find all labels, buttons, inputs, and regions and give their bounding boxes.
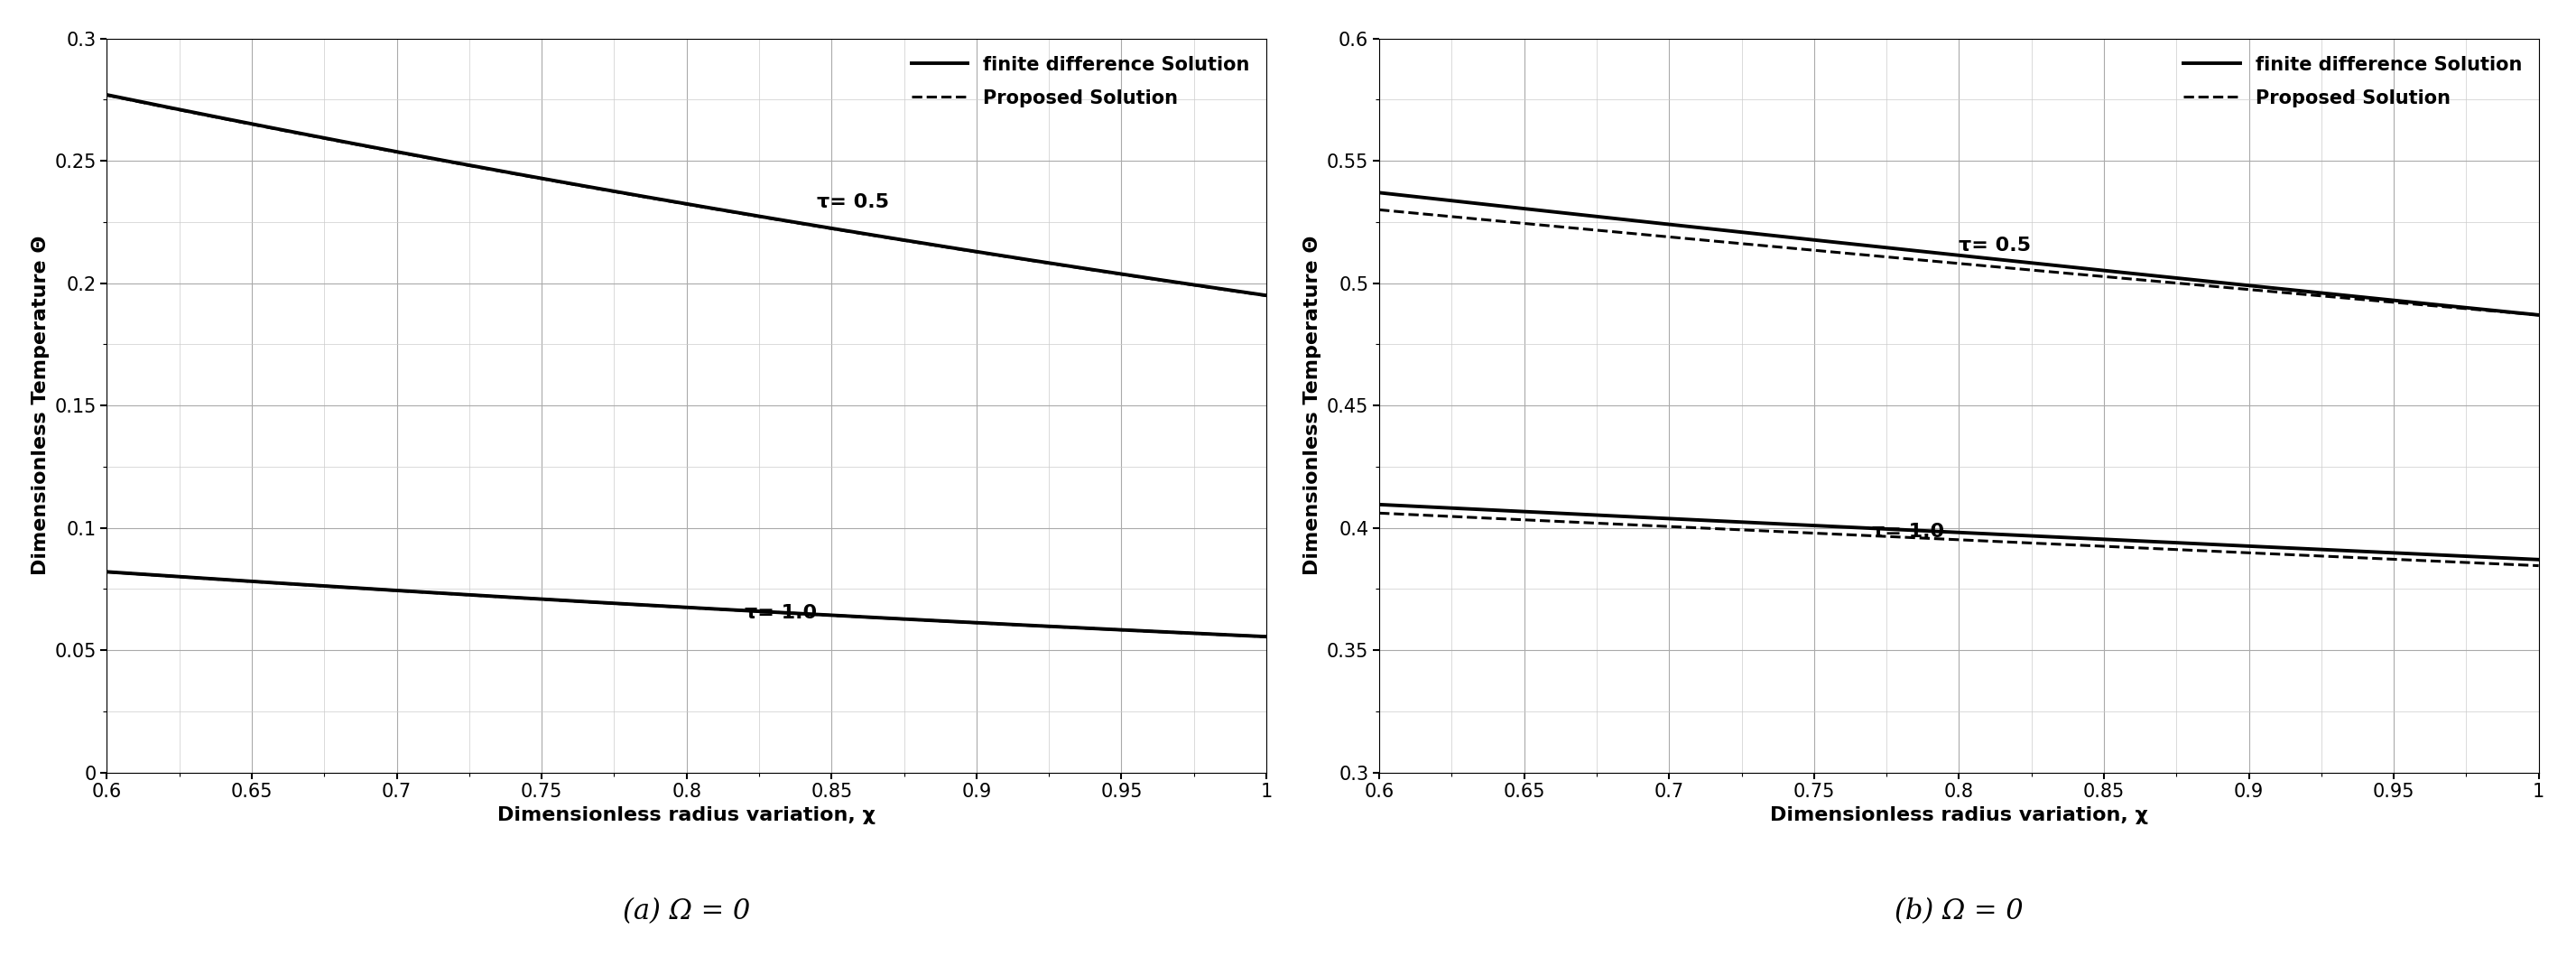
finite difference Solution: [1252, 290, 1283, 301]
Y-axis label: Dimensionless Temperature Θ: Dimensionless Temperature Θ: [1303, 235, 1321, 575]
Proposed Solution: [781, 217, 811, 229]
finite difference Solution: [1922, 247, 1953, 258]
Line: finite difference Solution: finite difference Solution: [108, 95, 1267, 296]
Text: τ= 1.0: τ= 1.0: [744, 604, 817, 622]
finite difference Solution: [1914, 247, 1945, 258]
Text: τ= 1.0: τ= 1.0: [1873, 523, 1945, 541]
finite difference Solution: [649, 194, 680, 206]
X-axis label: Dimensionless radius variation, χ: Dimensionless radius variation, χ: [497, 806, 876, 824]
Legend: finite difference Solution, Proposed Solution: finite difference Solution, Proposed Sol…: [904, 48, 1257, 115]
Proposed Solution: [1041, 258, 1072, 270]
Text: τ= 0.5: τ= 0.5: [817, 193, 889, 211]
Text: τ= 0.5: τ= 0.5: [1958, 237, 2030, 255]
Line: Proposed Solution: Proposed Solution: [1378, 210, 2540, 315]
Legend: finite difference Solution, Proposed Solution: finite difference Solution, Proposed Sol…: [2177, 48, 2530, 115]
Proposed Solution: [1922, 256, 1953, 267]
Proposed Solution: [2313, 291, 2344, 302]
finite difference Solution: [1041, 258, 1072, 270]
Proposed Solution: [1363, 204, 1394, 215]
Text: (a) Ω = 0: (a) Ω = 0: [623, 897, 750, 925]
Line: Proposed Solution: Proposed Solution: [108, 95, 1267, 296]
Proposed Solution: [1914, 256, 1945, 267]
Proposed Solution: [1991, 262, 2022, 274]
Proposed Solution: [719, 207, 750, 218]
finite difference Solution: [1224, 285, 1255, 297]
Line: finite difference Solution: finite difference Solution: [1378, 192, 2540, 315]
finite difference Solution: [1363, 187, 1394, 198]
Proposed Solution: [2524, 309, 2555, 321]
finite difference Solution: [641, 193, 672, 205]
Proposed Solution: [641, 193, 672, 205]
finite difference Solution: [781, 217, 811, 229]
Proposed Solution: [2053, 268, 2084, 279]
finite difference Solution: [93, 89, 124, 100]
finite difference Solution: [1991, 255, 2022, 266]
finite difference Solution: [2496, 306, 2527, 318]
Text: (b) Ω = 0: (b) Ω = 0: [1893, 897, 2022, 925]
Proposed Solution: [93, 89, 124, 100]
finite difference Solution: [2053, 261, 2084, 273]
finite difference Solution: [2524, 309, 2555, 321]
Proposed Solution: [649, 194, 680, 206]
Proposed Solution: [1224, 286, 1255, 298]
Y-axis label: Dimensionless Temperature Θ: Dimensionless Temperature Θ: [31, 235, 49, 575]
Proposed Solution: [2496, 307, 2527, 319]
X-axis label: Dimensionless radius variation, χ: Dimensionless radius variation, χ: [1770, 806, 2148, 824]
Proposed Solution: [1252, 290, 1283, 301]
finite difference Solution: [719, 207, 750, 218]
finite difference Solution: [2313, 288, 2344, 300]
